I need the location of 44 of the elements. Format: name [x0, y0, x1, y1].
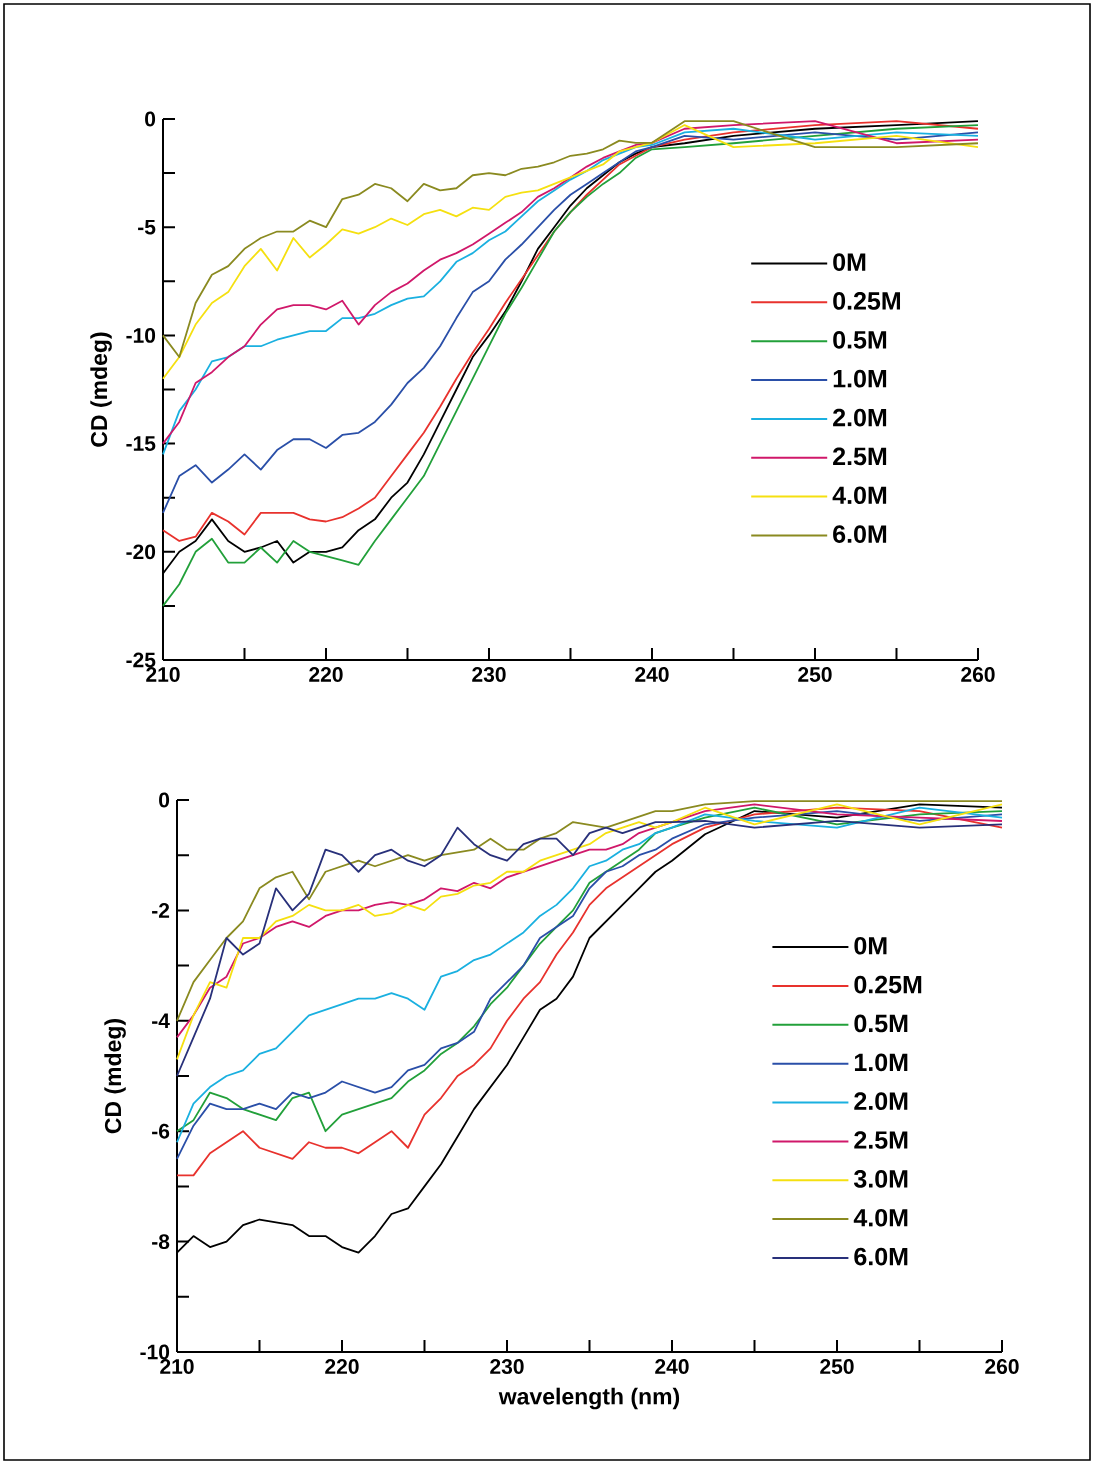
- y-tick-label: -2: [152, 903, 170, 918]
- legend-label: 1.0M: [854, 1053, 908, 1072]
- y-tick-label: 0: [145, 111, 156, 127]
- y-tick-label: -8: [152, 1234, 170, 1250]
- y-tick-label: -4: [152, 1013, 170, 1029]
- y-tick-label: -6: [152, 1123, 170, 1139]
- legend-label: 2.5M: [833, 447, 887, 466]
- x-tick-label: 250: [820, 1359, 854, 1374]
- y-axis-title: CD (mdeg): [104, 1019, 126, 1134]
- x-tick-label: 230: [472, 667, 506, 682]
- legend-label: 0M: [854, 936, 887, 955]
- legend-label: 0.5M: [833, 330, 887, 349]
- y-tick-label: -10: [126, 327, 156, 343]
- x-tick-label: 240: [655, 1359, 689, 1374]
- x-tick-label: 210: [146, 667, 180, 682]
- legend-label: 2.0M: [854, 1092, 908, 1111]
- x-tick-label: 260: [961, 667, 995, 682]
- legend-label: 2.5M: [854, 1131, 908, 1149]
- legend-label: 4.0M: [832, 486, 887, 505]
- x-tick-label: 240: [635, 667, 669, 682]
- legend-label: 4.0M: [853, 1208, 908, 1227]
- legend-label: 0.25M: [833, 292, 901, 310]
- y-axis-title: CD (mdeg): [90, 332, 112, 447]
- y-tick-label: -5: [138, 219, 156, 235]
- x-tick-label: 220: [309, 667, 343, 682]
- y-tick-label: -15: [126, 436, 156, 451]
- x-tick-label: 230: [490, 1359, 524, 1374]
- legend-label: 0.25M: [854, 975, 922, 994]
- x-tick-label: 260: [985, 1359, 1019, 1374]
- y-tick-label: 0: [159, 792, 170, 808]
- legend-label: 0M: [833, 253, 866, 271]
- x-tick-label: 250: [798, 667, 832, 682]
- y-tick-label: -25: [126, 652, 156, 668]
- legend-label: 3.0M: [853, 1170, 908, 1188]
- legend-label: 2.0M: [833, 408, 887, 427]
- legend-label: 1.0M: [833, 369, 887, 388]
- legend-label: 6.0M: [833, 525, 887, 543]
- x-tick-label: 220: [325, 1359, 359, 1374]
- x-tick-label: 210: [160, 1359, 194, 1374]
- x-axis-title: wavelength (nm): [498, 1387, 680, 1410]
- legend-label: 6.0M: [854, 1247, 908, 1266]
- y-tick-label: -20: [126, 544, 156, 560]
- y-tick-label: -10: [140, 1344, 170, 1360]
- legend-label: 0.5M: [854, 1014, 908, 1033]
